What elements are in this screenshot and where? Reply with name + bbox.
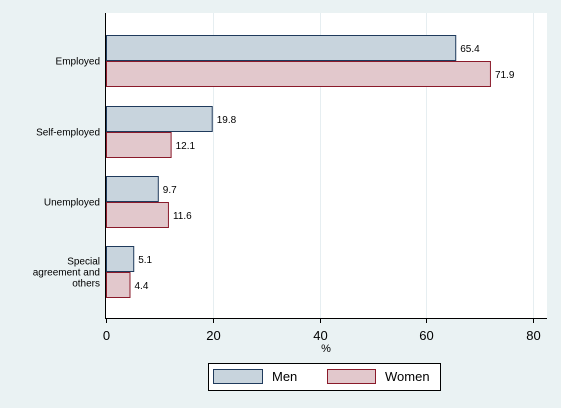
category-label-3-1: agreement and: [33, 268, 100, 279]
bar-women-1: [106, 132, 172, 158]
value-label-men-2: 9.7: [163, 185, 177, 196]
value-label-men-3: 5.1: [138, 255, 152, 266]
bar-women-0: [106, 61, 491, 87]
category-label-1-0: Self-employed: [36, 128, 100, 139]
value-labels: 65.4 19.8 9.7 5.1 71.9 12.1 11.6 4.4: [134, 44, 514, 292]
x-tick-label-0: 0: [103, 328, 110, 343]
bar-women-3: [106, 272, 131, 298]
bar-men-1: [106, 106, 213, 132]
value-label-women-1: 12.1: [176, 141, 196, 152]
category-label-3-0: Special: [67, 257, 100, 268]
value-label-men-1: 19.8: [217, 115, 237, 126]
bar-women-2: [106, 202, 169, 228]
legend-swatch-women: [327, 369, 376, 384]
category-label-2-0: Unemployed: [44, 198, 100, 209]
x-axis-title: %: [321, 343, 331, 355]
category-label-0-0: Employed: [56, 57, 100, 68]
bar-men-0: [106, 35, 457, 61]
value-label-women-0: 71.9: [495, 70, 515, 81]
bars: [106, 35, 491, 298]
x-tick-label-20: 20: [206, 328, 220, 343]
legend-swatch-men: [213, 369, 263, 384]
category-label-3-2: others: [72, 279, 100, 290]
bar-men-3: [106, 246, 135, 272]
bar-men-2: [106, 176, 159, 202]
x-tick-label-60: 60: [419, 328, 433, 343]
value-label-women-2: 11.6: [173, 211, 192, 222]
value-label-women-3: 4.4: [134, 281, 148, 292]
value-label-men-0: 65.4: [460, 44, 480, 55]
legend-label-men: Men: [272, 369, 297, 384]
legend-label-women: Women: [385, 369, 430, 384]
x-tick-label-80: 80: [526, 328, 540, 343]
x-tick-label-40: 40: [313, 328, 327, 343]
category-labels: Employed Self-employed Unemployed Specialag…: [33, 57, 100, 290]
legend: Men Women: [208, 363, 441, 391]
x-axis-ticks: 0 20 40 60 80: [103, 318, 541, 343]
